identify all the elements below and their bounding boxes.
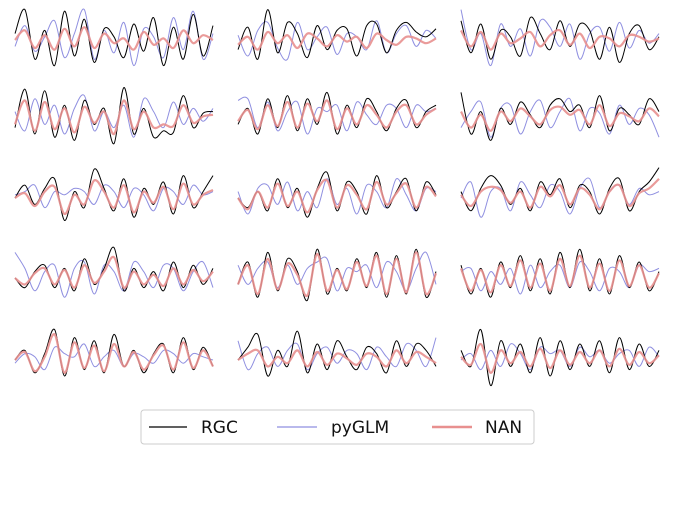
trace-nan [237,30,437,51]
trace-nan [13,99,214,136]
trace-pyglm [14,94,214,138]
trace-rgc [237,9,437,60]
trace-pyglm [460,260,660,295]
trace-rgc [460,329,660,387]
trace-pyglm [460,177,660,218]
trace-nan [460,342,660,374]
panel-r5-c1 [14,328,214,377]
trace-nan [14,255,214,289]
panel-r2-c3 [460,92,660,141]
legend: RGC pyGLM NAN [140,409,535,445]
panel-r5-c3 [460,329,660,387]
legend-frame [140,409,535,445]
trace-nan [460,178,660,211]
legend-label-rgc: RGC [201,418,238,438]
panel-grid [13,8,660,387]
trace-nan [237,99,437,131]
trace-pyglm [14,184,214,212]
trace-rgc [460,248,660,298]
panel-r4-c1 [14,246,214,298]
trace-nan [237,348,437,368]
trace-pyglm [237,178,437,215]
panel-r1-c1 [14,8,214,67]
panel-r3-c3 [460,167,660,218]
panel-r2-c1 [13,87,214,145]
legend-label-pyglm: pyGLM [331,418,389,438]
trace-nan [236,251,438,298]
panel-r3-c1 [14,168,214,221]
trace-rgc [14,168,214,221]
trace-nan [460,104,660,132]
trace-rgc [14,87,214,145]
trace-nan [14,333,214,374]
panel-r2-c2 [237,91,437,135]
trace-pyglm [237,20,437,61]
trace-rgc [14,328,214,377]
trace-rgc [460,16,660,63]
trace-pyglm [460,9,660,67]
trace-pyglm [14,343,214,371]
panel-r1-c3 [460,9,660,67]
trace-nan [460,28,660,51]
trace-pyglm [14,8,214,67]
panel-r4-c2 [236,248,438,302]
trace-rgc [460,92,660,141]
panel-r4-c3 [459,248,660,298]
trace-nan [14,178,214,216]
trace-rgc [237,91,437,135]
trace-pyglm [237,337,437,371]
panel-r1-c2 [237,9,437,61]
trace-nan [237,178,437,214]
panel-r3-c2 [237,171,437,218]
panel-r5-c2 [237,330,437,377]
legend-label-nan: NAN [485,418,522,438]
trace-nan [14,26,214,51]
trace-nan [459,254,660,294]
trace-pyglm [14,252,214,298]
